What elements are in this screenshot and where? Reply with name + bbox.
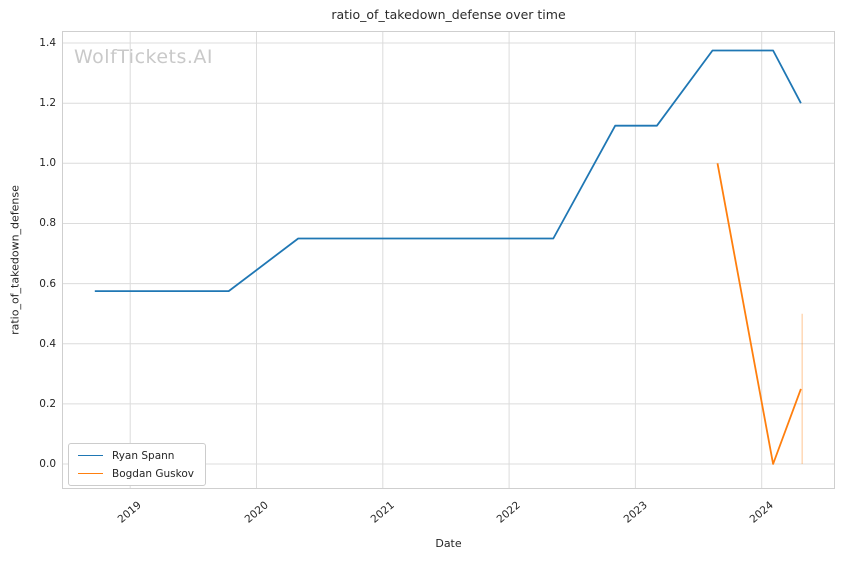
- y-tick-label: 0.8: [39, 217, 56, 230]
- x-tick-label: 2024: [747, 499, 776, 526]
- legend-item-ryan-spann: Ryan Spann: [78, 448, 194, 463]
- y-tick-label: 0.2: [39, 397, 56, 410]
- plot-area: [62, 31, 835, 489]
- y-tick-label: 1.0: [39, 157, 56, 170]
- legend-line-swatch: [78, 473, 103, 474]
- series-line-ryan-spann: [94, 49, 802, 293]
- y-tick-label: 0.6: [39, 277, 56, 290]
- legend: Ryan Spann Bogdan Guskov: [68, 443, 206, 486]
- legend-item-bogdan-guskov: Bogdan Guskov: [78, 466, 194, 481]
- x-tick-label: 2020: [242, 499, 271, 526]
- y-tick-label: 0.0: [39, 457, 56, 470]
- watermark: WolfTickets.AI: [74, 46, 214, 68]
- legend-label: Ryan Spann: [112, 449, 175, 462]
- plot-canvas: [62, 31, 835, 489]
- x-axis-label: Date: [435, 537, 462, 550]
- series-line-bogdan-guskov: [716, 163, 802, 465]
- y-tick-label: 1.4: [39, 36, 56, 49]
- x-tick-label: 2019: [116, 499, 145, 526]
- legend-line-swatch: [78, 455, 103, 456]
- chart-title: ratio_of_takedown_defense over time: [331, 7, 566, 22]
- y-tick-label: 1.2: [39, 96, 56, 109]
- x-tick-label: 2022: [495, 499, 524, 526]
- y-axis-label: ratio_of_takedown_defense: [8, 185, 22, 335]
- x-tick-label: 2023: [621, 499, 650, 526]
- legend-label: Bogdan Guskov: [112, 467, 194, 480]
- axes-border: [62, 31, 835, 489]
- x-tick-label: 2021: [368, 499, 397, 526]
- y-tick-label: 0.4: [39, 337, 56, 350]
